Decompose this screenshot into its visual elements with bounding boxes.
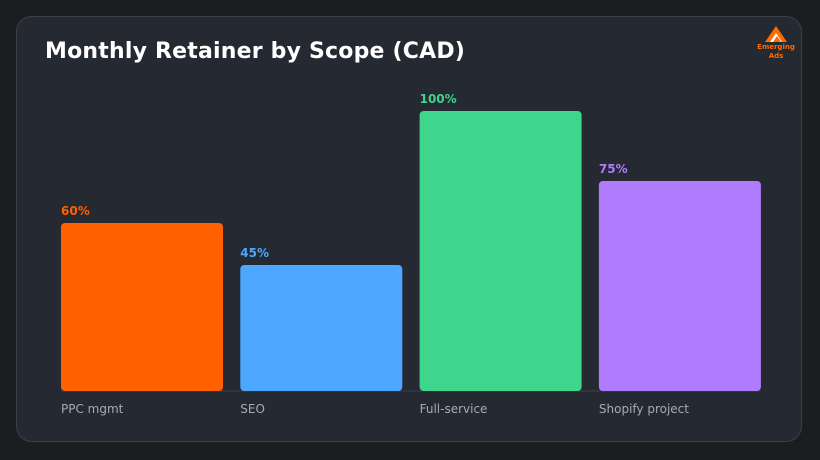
bar-value-label-1: 45% — [240, 246, 269, 260]
mountain-logo-icon — [765, 26, 787, 42]
emerging-ads-logo: Emerging Ads — [755, 25, 797, 75]
logo-text-line2: Ads — [768, 52, 784, 60]
bar-3 — [598, 181, 761, 391]
category-label-1: SEO — [240, 402, 265, 416]
bar-value-label-3: 75% — [599, 162, 628, 176]
bar-0 — [61, 223, 223, 391]
bar-chart: 60% PPC mgmt 45% SEO 100% Full-service 75% Shop… — [61, 92, 761, 416]
bar-2 — [419, 111, 582, 391]
category-label-2: Full-service — [420, 402, 488, 416]
bar-1 — [240, 265, 403, 391]
chart-title: Monthly Retainer by Scope (CAD) — [45, 39, 466, 64]
bar-value-label-2: 100% — [420, 92, 457, 106]
logo-text-line1: Emerging — [757, 43, 795, 51]
category-label-0: PPC mgmt — [61, 402, 124, 416]
category-label-3: Shopify project — [599, 402, 689, 416]
chart-card: Monthly Retainer by Scope (CAD) Emerging… — [16, 16, 802, 442]
bar-value-label-0: 60% — [61, 204, 90, 218]
